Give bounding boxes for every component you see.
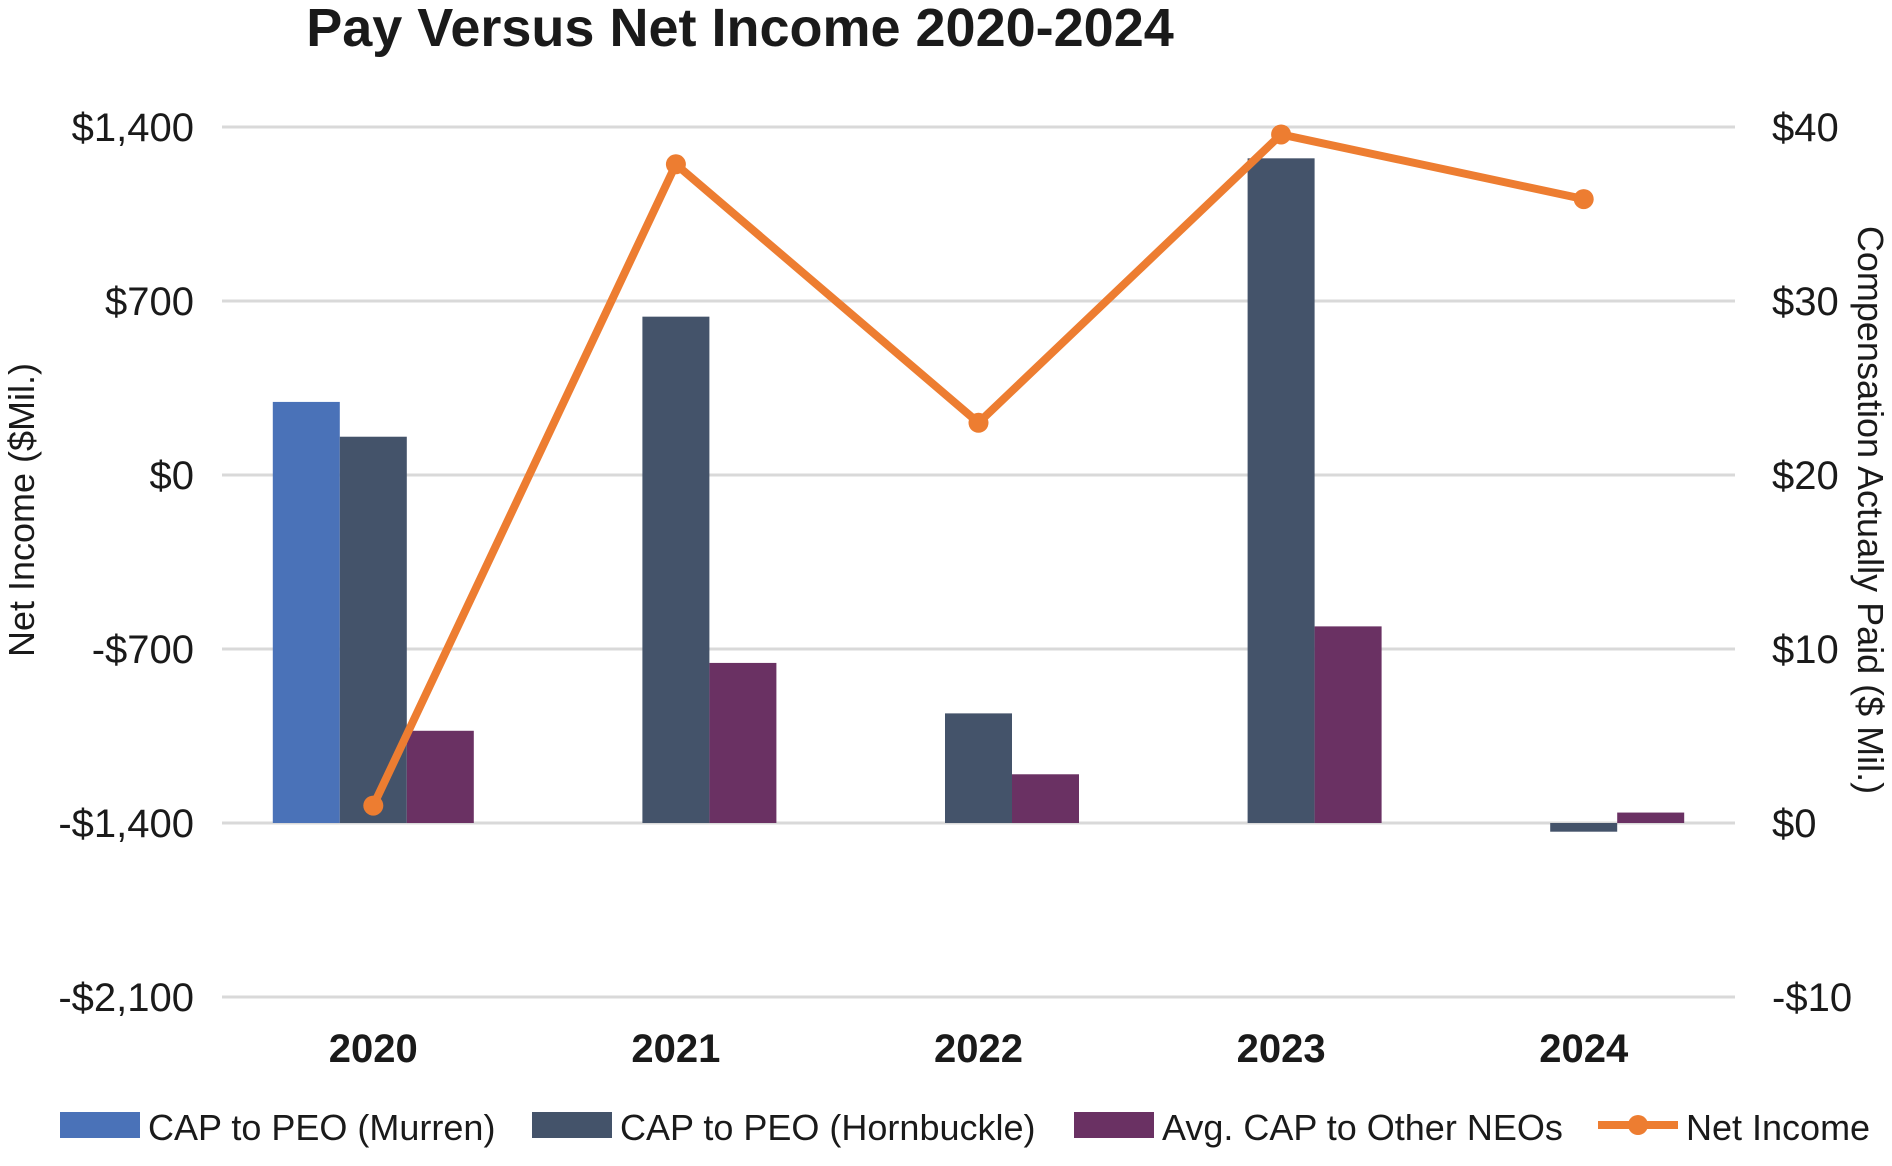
left-tick-label: $700 [105, 280, 194, 324]
right-tick-label: $10 [1772, 628, 1839, 672]
right-axis-title: Compensation Actually Paid ($ Mil.) [1850, 226, 1891, 794]
bar-avg-cap-to-other-neos-2024 [1617, 812, 1685, 823]
bars [272, 158, 1685, 832]
right-tick-label: $30 [1772, 280, 1839, 324]
left-tick-label: $1,400 [72, 106, 194, 150]
right-tick-label: -$10 [1772, 976, 1852, 1020]
legend-item: CAP to PEO (Murren) [60, 1107, 495, 1148]
category-label: 2020 [329, 1027, 418, 1071]
legend: CAP to PEO (Murren) CAP to PEO (Hornbuckl… [60, 1107, 1870, 1148]
bar-cap-to-peo-hornbuckle--2023 [1247, 158, 1315, 823]
right-tick-label: $0 [1772, 802, 1817, 846]
left-tick-label: -$1,400 [58, 802, 194, 846]
net-income-point-2023 [1271, 124, 1292, 145]
legend-swatch [532, 1112, 612, 1138]
left-axis-title: Net Income ($Mil.) [1, 363, 42, 657]
bar-cap-to-peo-hornbuckle--2022 [945, 713, 1012, 823]
legend-label: Net Income [1686, 1107, 1870, 1148]
category-label: 2023 [1237, 1027, 1326, 1071]
left-tick-label: $0 [150, 454, 195, 498]
right-tick-label: $40 [1772, 106, 1839, 150]
legend-label: CAP to PEO (Hornbuckle) [620, 1107, 1036, 1148]
left-tick-label: -$700 [92, 628, 194, 672]
net-income-point-2022 [968, 412, 989, 433]
legend-label: CAP to PEO (Murren) [148, 1107, 495, 1148]
legend-item: CAP to PEO (Hornbuckle) [532, 1107, 1036, 1148]
legend-label: Avg. CAP to Other NEOs [1162, 1107, 1563, 1148]
left-axis-ticks: $1,400 $700 $0 -$700 -$1,400 -$2,100 [58, 106, 194, 1020]
category-label: 2022 [934, 1027, 1023, 1071]
bar-cap-to-peo-murren--2020 [272, 401, 340, 823]
left-tick-label: -$2,100 [58, 976, 194, 1020]
net-income-point-2021 [665, 154, 686, 175]
category-labels: 2020 2021 2022 2023 2024 [329, 1027, 1629, 1071]
legend-item: Net Income [1598, 1107, 1870, 1148]
category-label: 2021 [631, 1027, 720, 1071]
bar-cap-to-peo-hornbuckle--2024 [1550, 823, 1618, 832]
right-axis-ticks: $40 $30 $20 $10 $0 -$10 [1772, 106, 1852, 1020]
gridlines [222, 125, 1735, 999]
bar-avg-cap-to-other-neos-2022 [1012, 774, 1079, 823]
bar-avg-cap-to-other-neos-2021 [709, 662, 777, 823]
bar-cap-to-peo-hornbuckle--2021 [642, 316, 710, 823]
legend-swatch [1074, 1112, 1154, 1138]
bar-avg-cap-to-other-neos-2023 [1314, 626, 1382, 823]
right-tick-label: $20 [1772, 454, 1839, 498]
net-income-point-2020 [363, 795, 384, 816]
chart-title: Pay Versus Net Income 2020-2024 [306, 0, 1174, 58]
bar-avg-cap-to-other-neos-2020 [406, 730, 474, 823]
legend-marker [1628, 1115, 1648, 1135]
net-income-line [363, 124, 1594, 816]
legend-swatch [60, 1112, 140, 1138]
category-label: 2024 [1539, 1027, 1629, 1071]
net-income-line-path [369, 130, 1585, 808]
net-income-point-2024 [1573, 189, 1594, 210]
legend-item: Avg. CAP to Other NEOs [1074, 1107, 1563, 1148]
